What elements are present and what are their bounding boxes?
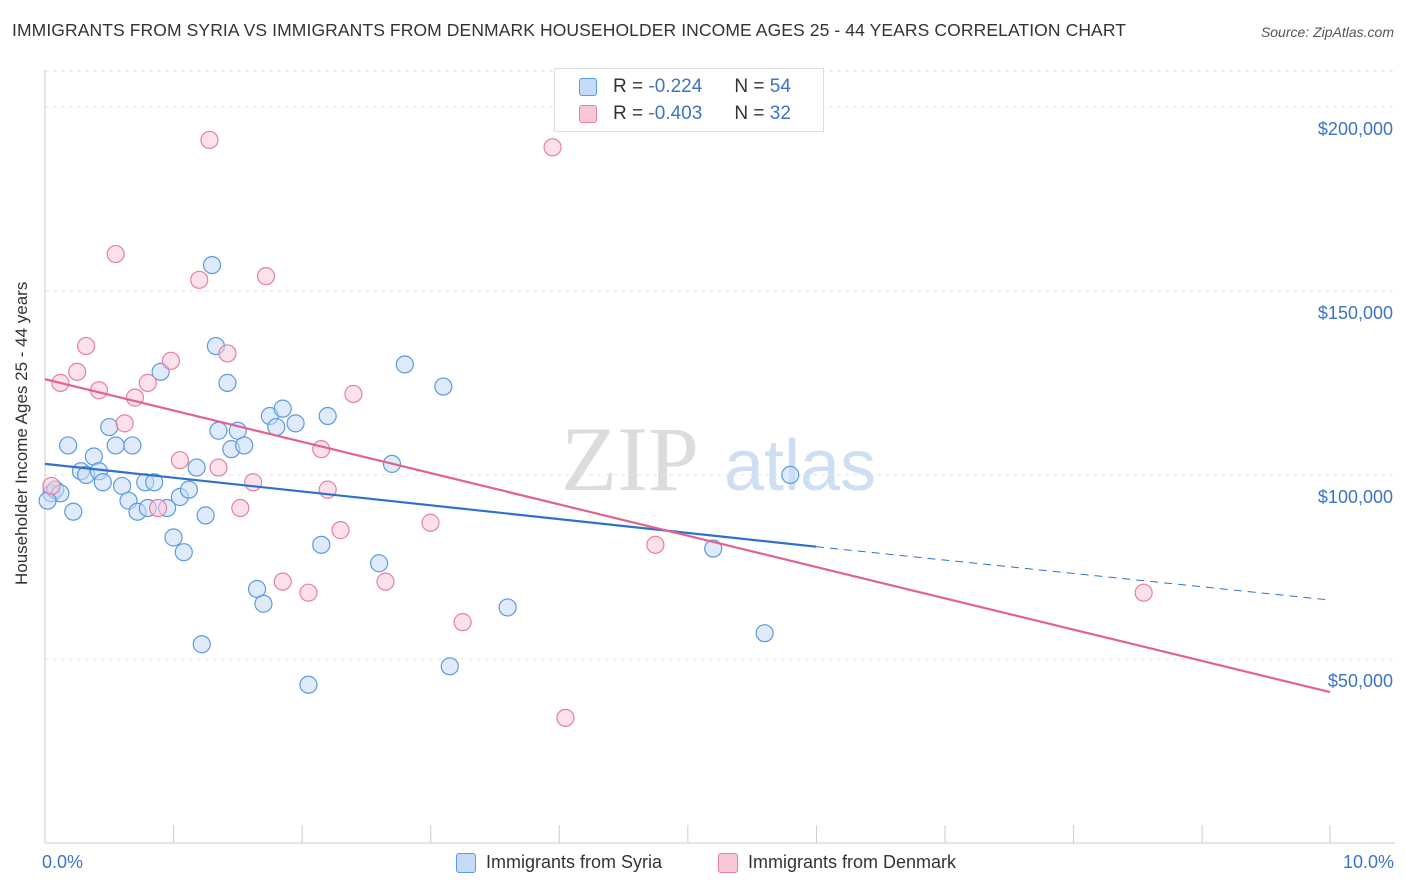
data-point <box>235 436 254 455</box>
bottom-legend-swatch-denmark <box>718 852 738 873</box>
data-point <box>106 436 125 455</box>
data-point <box>100 417 119 437</box>
data-point <box>370 554 389 573</box>
bottom-legend-label-syria: Immigrants from Syria <box>486 852 663 872</box>
legend-n-label-denmark: N = <box>734 103 765 124</box>
data-point <box>312 440 331 459</box>
data-point <box>231 498 250 518</box>
data-point <box>543 138 562 157</box>
data-point <box>192 635 211 654</box>
data-point <box>187 458 206 477</box>
legend-row-syria: R = -0.224 N = 54 <box>579 76 791 98</box>
data-point <box>93 473 112 492</box>
x-tick-label-min: 0.0% <box>42 852 84 872</box>
legend-r-label-syria: R = <box>613 76 644 97</box>
data-point <box>286 414 305 433</box>
legend-r-label-denmark: R = <box>613 103 644 124</box>
series-denmark <box>42 130 1153 727</box>
bottom-legend-denmark: Immigrants from Denmark <box>718 852 956 873</box>
data-point <box>202 255 222 275</box>
y-tick-label: $200,000 <box>1318 119 1393 139</box>
data-point <box>646 535 665 554</box>
y-tick-label: $100,000 <box>1318 487 1393 507</box>
data-point <box>164 528 183 547</box>
data-point <box>273 399 292 418</box>
trendline-syria-extension <box>815 546 1331 601</box>
x-tick-label-max: 10.0% <box>1342 852 1394 872</box>
data-point <box>331 521 350 540</box>
bottom-legend-label-denmark: Immigrants from Denmark <box>748 852 957 872</box>
watermark-zip: ZIP <box>561 408 699 510</box>
data-point <box>299 675 318 694</box>
legend-n-label-syria: N = <box>734 76 765 97</box>
data-point <box>42 476 61 496</box>
data-point <box>498 598 517 617</box>
chart-title: IMMIGRANTS FROM SYRIA VS IMMIGRANTS FROM… <box>12 20 1127 40</box>
data-point <box>755 624 774 643</box>
data-point <box>256 267 276 286</box>
data-point <box>64 502 83 521</box>
data-point <box>174 543 193 562</box>
legend-r-value-denmark: -0.403 <box>648 103 703 124</box>
data-point <box>395 355 414 374</box>
watermark-atlas: atlas <box>724 426 876 506</box>
data-point <box>421 513 440 532</box>
data-point <box>68 362 87 381</box>
data-point <box>254 594 273 613</box>
data-point <box>440 657 459 676</box>
data-point <box>312 535 331 554</box>
data-point <box>781 465 800 485</box>
data-point <box>138 373 157 392</box>
data-point <box>209 458 228 477</box>
trendline-syria <box>44 462 817 548</box>
data-point <box>196 506 215 525</box>
data-point <box>190 270 209 289</box>
y-axis-label: Householder Income Ages 25 - 44 years <box>12 281 31 585</box>
data-point <box>77 336 96 356</box>
legend-row-denmark: R = -0.403 N = 32 <box>579 103 791 125</box>
data-point <box>344 384 363 404</box>
bottom-legend-swatch-syria <box>456 852 476 873</box>
legend-r-value-syria: -0.224 <box>648 76 703 97</box>
data-point <box>1134 583 1153 602</box>
data-point <box>218 344 237 363</box>
y-tick-label: $150,000 <box>1318 303 1393 323</box>
data-point <box>59 436 78 455</box>
legend-n-value-denmark: 32 <box>769 103 791 124</box>
data-point <box>556 708 575 727</box>
legend-n-value-syria: 54 <box>769 76 791 97</box>
data-point <box>170 451 190 470</box>
legend-swatch-denmark <box>579 105 597 123</box>
trendline-denmark <box>44 378 1331 694</box>
y-tick-label: $50,000 <box>1328 671 1393 691</box>
data-point <box>123 436 142 455</box>
legend-swatch-syria <box>579 78 597 96</box>
data-point <box>434 377 453 396</box>
data-point <box>318 406 337 426</box>
data-point <box>299 583 318 602</box>
data-point <box>200 130 219 150</box>
correlation-legend: R = -0.224 N = 54 R = -0.403 N = 32 <box>554 68 824 132</box>
data-point <box>244 473 263 492</box>
data-point <box>376 572 395 591</box>
data-point <box>161 351 181 370</box>
bottom-legend-syria: Immigrants from Syria <box>456 852 662 873</box>
data-point <box>704 539 723 558</box>
data-point <box>218 373 237 392</box>
data-point <box>273 572 292 591</box>
chart-source: Source: ZipAtlas.com <box>1260 24 1394 40</box>
data-point <box>209 421 228 440</box>
data-point <box>179 480 199 499</box>
data-point <box>115 414 134 433</box>
data-point <box>453 613 472 632</box>
data-point <box>148 498 168 518</box>
data-point <box>145 473 164 492</box>
data-point <box>106 244 125 264</box>
